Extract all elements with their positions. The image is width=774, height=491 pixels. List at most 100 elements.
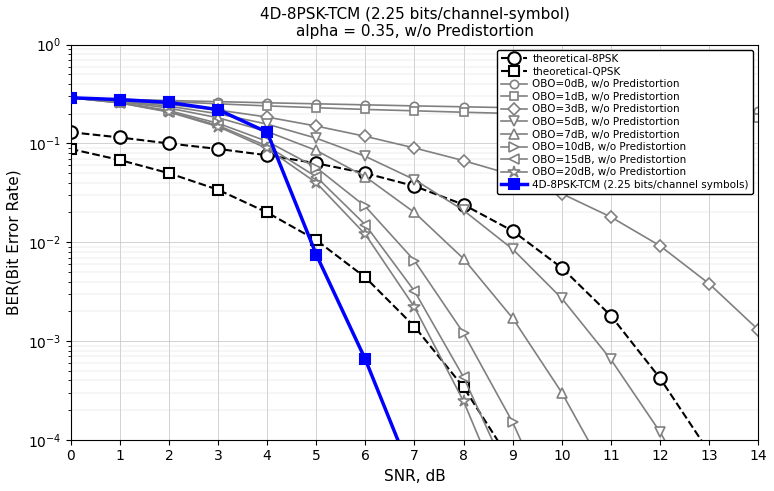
theoretical-8PSK (508, 228, 517, 234)
Y-axis label: BER(Bit Error Rate): BER(Bit Error Rate) (7, 169, 22, 315)
theoretical-8PSK (557, 265, 567, 271)
OBO=20dB, w/o Predistortion (262, 145, 272, 151)
OBO=0dB, w/o Predistortion (214, 99, 223, 105)
OBO=7dB, w/o Predistortion (262, 129, 272, 135)
OBO=3dB, w/o Predistortion (508, 172, 517, 178)
OBO=7dB, w/o Predistortion (557, 390, 567, 396)
theoretical-8PSK (214, 146, 223, 152)
OBO=0dB, w/o Predistortion (312, 101, 321, 107)
OBO=0dB, w/o Predistortion (606, 106, 615, 112)
OBO=10dB, w/o Predistortion (115, 100, 125, 106)
OBO=3dB, w/o Predistortion (214, 107, 223, 113)
OBO=0dB, w/o Predistortion (66, 95, 75, 101)
4D-8PSK-TCM (2.25 bits/channel symbols) (361, 356, 370, 362)
Legend: theoretical-8PSK, theoretical-QPSK, OBO=0dB, w/o Predistortion, OBO=1dB, w/o Pre: theoretical-8PSK, theoretical-QPSK, OBO=… (497, 50, 753, 194)
OBO=15dB, w/o Predistortion (164, 109, 173, 114)
OBO=0dB, w/o Predistortion (164, 98, 173, 104)
OBO=0dB, w/o Predistortion (115, 96, 125, 102)
theoretical-QPSK (508, 461, 517, 467)
OBO=3dB, w/o Predistortion (606, 214, 615, 220)
4D-8PSK-TCM (2.25 bits/channel symbols) (164, 100, 173, 106)
OBO=0dB, w/o Predistortion (262, 100, 272, 106)
Line: 4D-8PSK-TCM (2.25 bits/channel symbols): 4D-8PSK-TCM (2.25 bits/channel symbols) (66, 93, 468, 491)
Line: theoretical-8PSK: theoretical-8PSK (64, 126, 765, 491)
theoretical-8PSK (115, 135, 125, 140)
OBO=15dB, w/o Predistortion (262, 143, 272, 149)
theoretical-QPSK (361, 274, 370, 280)
theoretical-8PSK (361, 170, 370, 176)
OBO=7dB, w/o Predistortion (508, 315, 517, 321)
OBO=20dB, w/o Predistortion (410, 304, 420, 310)
OBO=0dB, w/o Predistortion (410, 103, 420, 109)
OBO=5dB, w/o Predistortion (410, 177, 420, 183)
OBO=1dB, w/o Predistortion (656, 113, 665, 119)
OBO=15dB, w/o Predistortion (459, 374, 468, 380)
OBO=1dB, w/o Predistortion (312, 105, 321, 110)
OBO=10dB, w/o Predistortion (410, 258, 420, 264)
Line: OBO=3dB, w/o Predistortion: OBO=3dB, w/o Predistortion (67, 94, 762, 334)
theoretical-QPSK (115, 157, 125, 163)
OBO=10dB, w/o Predistortion (508, 419, 517, 425)
OBO=5dB, w/o Predistortion (262, 121, 272, 127)
theoretical-QPSK (214, 187, 223, 192)
OBO=15dB, w/o Predistortion (508, 482, 517, 488)
theoretical-8PSK (656, 375, 665, 381)
OBO=5dB, w/o Predistortion (459, 208, 468, 214)
OBO=15dB, w/o Predistortion (361, 222, 370, 228)
OBO=7dB, w/o Predistortion (606, 478, 615, 484)
theoretical-8PSK (312, 161, 321, 166)
theoretical-QPSK (164, 170, 173, 176)
OBO=7dB, w/o Predistortion (66, 95, 75, 101)
OBO=0dB, w/o Predistortion (656, 107, 665, 113)
OBO=5dB, w/o Predistortion (656, 429, 665, 435)
OBO=1dB, w/o Predistortion (704, 114, 714, 120)
OBO=0dB, w/o Predistortion (754, 109, 763, 114)
4D-8PSK-TCM (2.25 bits/channel symbols) (66, 95, 75, 101)
OBO=15dB, w/o Predistortion (115, 100, 125, 106)
X-axis label: SNR, dB: SNR, dB (384, 469, 445, 484)
OBO=0dB, w/o Predistortion (704, 108, 714, 113)
theoretical-8PSK (606, 313, 615, 319)
OBO=1dB, w/o Predistortion (262, 103, 272, 109)
OBO=7dB, w/o Predistortion (410, 210, 420, 216)
theoretical-8PSK (410, 183, 420, 189)
OBO=1dB, w/o Predistortion (214, 101, 223, 107)
OBO=10dB, w/o Predistortion (66, 95, 75, 101)
OBO=3dB, w/o Predistortion (754, 327, 763, 333)
OBO=5dB, w/o Predistortion (508, 246, 517, 252)
OBO=3dB, w/o Predistortion (410, 145, 420, 151)
OBO=5dB, w/o Predistortion (115, 98, 125, 104)
OBO=20dB, w/o Predistortion (312, 180, 321, 186)
OBO=7dB, w/o Predistortion (164, 105, 173, 111)
Line: OBO=15dB, w/o Predistortion: OBO=15dB, w/o Predistortion (66, 93, 518, 490)
OBO=7dB, w/o Predistortion (459, 256, 468, 262)
OBO=10dB, w/o Predistortion (459, 330, 468, 336)
OBO=5dB, w/o Predistortion (557, 296, 567, 301)
OBO=0dB, w/o Predistortion (508, 105, 517, 110)
OBO=20dB, w/o Predistortion (66, 95, 75, 101)
OBO=1dB, w/o Predistortion (606, 113, 615, 119)
theoretical-QPSK (262, 210, 272, 216)
OBO=7dB, w/o Predistortion (361, 174, 370, 180)
OBO=20dB, w/o Predistortion (214, 124, 223, 130)
OBO=3dB, w/o Predistortion (262, 114, 272, 120)
OBO=20dB, w/o Predistortion (459, 398, 468, 404)
OBO=0dB, w/o Predistortion (557, 106, 567, 111)
theoretical-8PSK (164, 140, 173, 146)
OBO=1dB, w/o Predistortion (66, 95, 75, 101)
Line: OBO=7dB, w/o Predistortion: OBO=7dB, w/o Predistortion (66, 93, 616, 486)
theoretical-QPSK (312, 237, 321, 243)
OBO=1dB, w/o Predistortion (459, 109, 468, 115)
theoretical-8PSK (66, 129, 75, 135)
OBO=3dB, w/o Predistortion (164, 102, 173, 108)
OBO=20dB, w/o Predistortion (361, 231, 370, 237)
OBO=10dB, w/o Predistortion (361, 204, 370, 210)
theoretical-QPSK (66, 146, 75, 152)
theoretical-8PSK (704, 449, 714, 455)
OBO=1dB, w/o Predistortion (164, 99, 173, 105)
OBO=3dB, w/o Predistortion (459, 158, 468, 164)
OBO=1dB, w/o Predistortion (754, 115, 763, 121)
OBO=15dB, w/o Predistortion (66, 95, 75, 101)
OBO=5dB, w/o Predistortion (66, 95, 75, 101)
OBO=3dB, w/o Predistortion (115, 98, 125, 104)
